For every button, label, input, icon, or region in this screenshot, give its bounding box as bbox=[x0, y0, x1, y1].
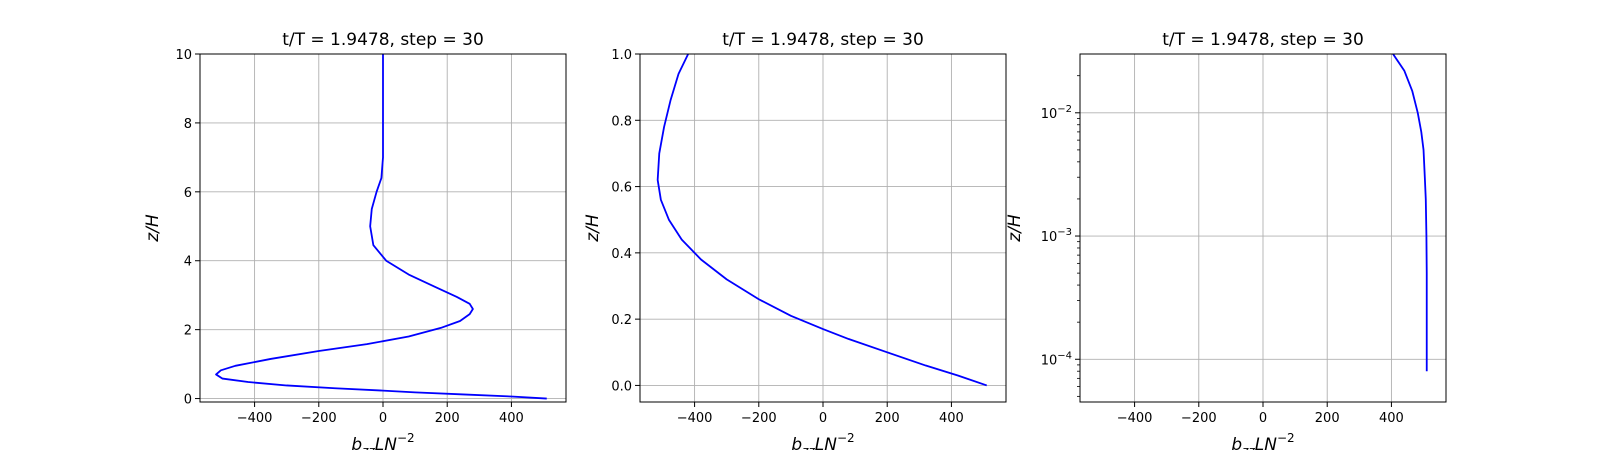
chart-panel-1: −400 −200 0 200 400 0 2 4 6 8 10 t/T = 1.9478, step… bbox=[143, 30, 567, 450]
x-tick-label: −400 bbox=[1117, 411, 1153, 426]
x-tick-label: 200 bbox=[435, 411, 460, 426]
x-tick-label: 200 bbox=[1315, 411, 1340, 426]
y-axis-label: z/H bbox=[143, 214, 163, 243]
y-tick-label: 0.6 bbox=[611, 181, 632, 196]
chart-panel-2: −400 −200 0 200 400 0.0 0.2 0.4 0.6 0.8 1.0 t/T = 1… bbox=[583, 30, 1007, 450]
y-tick-label: 4 bbox=[184, 255, 192, 270]
y-tick-label: 0.2 bbox=[611, 313, 632, 328]
data-series-line-1 bbox=[215, 54, 547, 400]
x-tick-label: 400 bbox=[1379, 411, 1404, 426]
y-tick-label: 8 bbox=[184, 117, 192, 132]
y-tick-label: 0.0 bbox=[611, 379, 632, 394]
data-series-line-1 bbox=[656, 53, 988, 387]
x-tick-label: 0 bbox=[1259, 411, 1267, 426]
x-tick-label: −400 bbox=[677, 411, 713, 426]
chart-title: t/T = 1.9478, step = 30 bbox=[722, 30, 924, 50]
chart-panel-3: −400 −200 0 200 400 10−4 10−3 10−2 t/T = 1.9478,… bbox=[1005, 30, 1447, 450]
y-tick-label: 0 bbox=[184, 393, 192, 408]
y-tick-label: 6 bbox=[184, 186, 192, 201]
y-tick-label: 0.8 bbox=[611, 114, 632, 129]
y-tick-label: 10 bbox=[175, 48, 192, 63]
x-axis-label: bzzLN−2 bbox=[351, 431, 414, 450]
data-series-line-1 bbox=[1392, 53, 1428, 372]
y-tick-label: 10−3 bbox=[1041, 227, 1072, 245]
chart-title: t/T = 1.9478, step = 30 bbox=[1162, 30, 1364, 50]
x-tick-label: 400 bbox=[939, 411, 964, 426]
y-tick-label: 0.4 bbox=[611, 247, 632, 262]
x-tick-label: −400 bbox=[237, 411, 273, 426]
y-axis-label: z/H bbox=[1005, 214, 1025, 243]
y-tick-label: 10−2 bbox=[1041, 104, 1072, 122]
x-tick-label: 400 bbox=[499, 411, 524, 426]
x-axis-label: bzzLN−2 bbox=[791, 431, 854, 450]
y-tick-label: 1.0 bbox=[611, 48, 632, 63]
x-tick-label: −200 bbox=[301, 411, 337, 426]
y-tick-label: 2 bbox=[184, 324, 192, 339]
x-tick-label: 200 bbox=[875, 411, 900, 426]
y-axis-label: z/H bbox=[583, 214, 603, 243]
x-tick-label: −200 bbox=[1181, 411, 1217, 426]
y-tick-label: 10−4 bbox=[1041, 350, 1072, 368]
x-axis-label: bzzLN−2 bbox=[1231, 431, 1294, 450]
chart-title: t/T = 1.9478, step = 30 bbox=[282, 30, 484, 50]
x-tick-label: −200 bbox=[741, 411, 777, 426]
x-tick-label: 0 bbox=[379, 411, 387, 426]
x-tick-label: 0 bbox=[819, 411, 827, 426]
